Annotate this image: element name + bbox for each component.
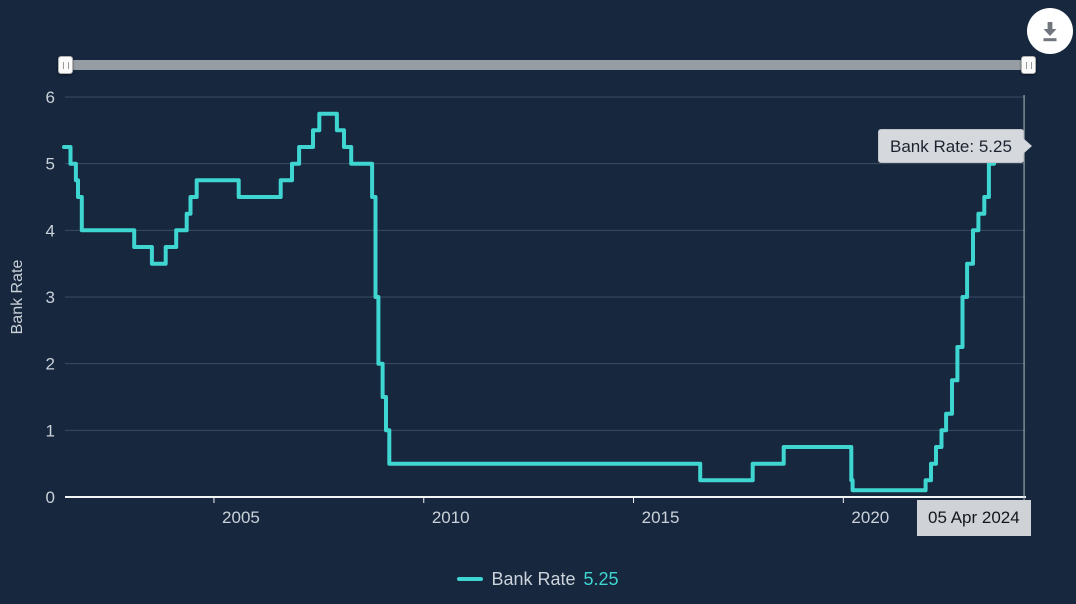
- tooltip-arrow: [1022, 138, 1032, 154]
- slider-track[interactable]: [58, 60, 1036, 70]
- chart-tooltip: Bank Rate: 5.25: [878, 129, 1032, 163]
- download-icon: [1043, 22, 1057, 42]
- x-axis-tick-label: 2020: [851, 508, 889, 527]
- download-button[interactable]: [1027, 8, 1073, 54]
- x-axis-tick-label: 2010: [432, 508, 470, 527]
- y-axis-tick-label: 1: [46, 421, 55, 440]
- legend-series-name: Bank Rate: [491, 568, 576, 589]
- y-axis-tick-label: 6: [46, 88, 55, 107]
- y-axis-tick-label: 0: [46, 488, 55, 507]
- y-axis-tick-label: 3: [46, 288, 55, 307]
- legend-item-bank-rate[interactable]: Bank Rate 5.25: [0, 566, 1076, 592]
- legend-series-value: 5.25: [583, 568, 619, 589]
- y-axis-title: Bank Rate: [9, 260, 26, 335]
- y-axis-tick-label: 2: [46, 355, 55, 374]
- slider-left-handle[interactable]: [58, 56, 73, 74]
- tooltip-text: Bank Rate: 5.25: [890, 137, 1012, 156]
- date-range-slider[interactable]: [58, 56, 1036, 74]
- grip-icon: [63, 62, 69, 69]
- crosshair-date-label: 05 Apr 2024: [917, 500, 1031, 536]
- y-axis-tick-label: 5: [46, 155, 55, 174]
- x-axis-tick-label: 2015: [642, 508, 680, 527]
- y-axis-tick-label: 4: [46, 221, 55, 240]
- bank-rate-series-line: [62, 111, 1025, 493]
- legend-line-swatch: [457, 576, 484, 582]
- x-axis-tick-label: 2005: [222, 508, 260, 527]
- grip-icon: [1026, 62, 1032, 69]
- slider-right-handle[interactable]: [1021, 56, 1036, 74]
